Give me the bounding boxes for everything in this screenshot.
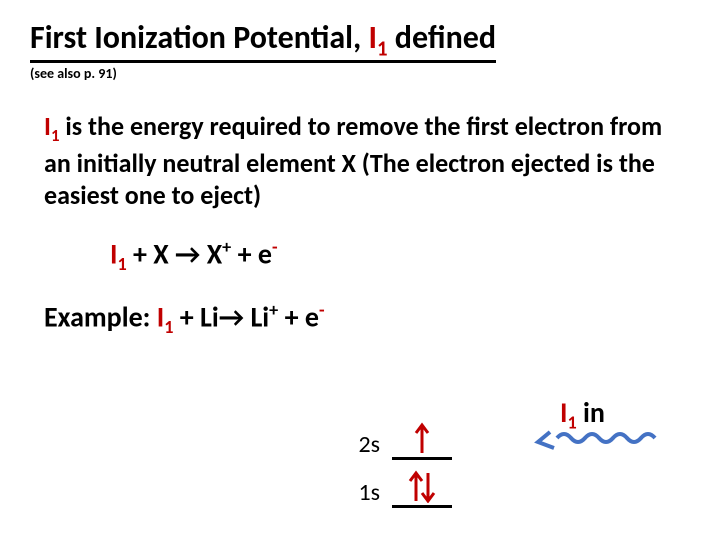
ex-li: Li <box>244 299 269 334</box>
orbital-label-2s: 2s <box>340 430 380 459</box>
i1in-in: in <box>577 395 605 430</box>
example-line: Example: I1 + Li→ Li+ + e- <box>30 299 690 338</box>
body-rest: is the energy required to remove the fir… <box>44 110 662 211</box>
eq-x: X <box>200 236 222 271</box>
example-label: Example: <box>44 299 157 334</box>
orbital-row-2s: 2s <box>340 420 452 468</box>
eq-plus-e: + e <box>231 236 272 271</box>
definition-text: I1 is the energy required to remove the … <box>30 110 690 211</box>
equation-line: I1 + X → X+ + e- <box>30 236 690 275</box>
ex-plus-e: + e <box>278 299 319 334</box>
title-post: defined <box>388 18 496 57</box>
title-I: I <box>368 18 377 57</box>
eq-xplus-sup: + <box>222 236 231 258</box>
subtitle: (see also p. 91) <box>30 65 690 82</box>
eq-plus-x: + X <box>127 236 175 271</box>
squiggle-arrow-icon <box>530 428 660 458</box>
ex-arrow: → <box>219 299 244 334</box>
body-I: I <box>44 110 51 142</box>
electron-up-icon <box>412 421 432 455</box>
orbital-line-1s <box>392 477 452 508</box>
orbital-line-2s <box>392 429 452 460</box>
title-sub1: 1 <box>377 35 388 61</box>
title-pre: First Ionization Potential, <box>30 18 368 57</box>
orbital-row-1s: 1s <box>340 468 452 516</box>
ex-li-sup: + <box>269 299 278 321</box>
orbital-label-1s: 1s <box>340 478 380 507</box>
body-sub1: 1 <box>51 125 60 146</box>
slide-title: First Ionization Potential, I1 defined <box>30 20 496 63</box>
orbital-diagram: 2s 1s <box>340 420 452 516</box>
eq-sub1: 1 <box>117 253 126 275</box>
electron-pair-icon <box>404 469 440 503</box>
eq-arrow: → <box>175 236 200 271</box>
ex-e-sup: - <box>319 299 325 321</box>
ex-plus-li: + Li <box>173 299 218 334</box>
eq-e-sup: - <box>272 236 278 258</box>
